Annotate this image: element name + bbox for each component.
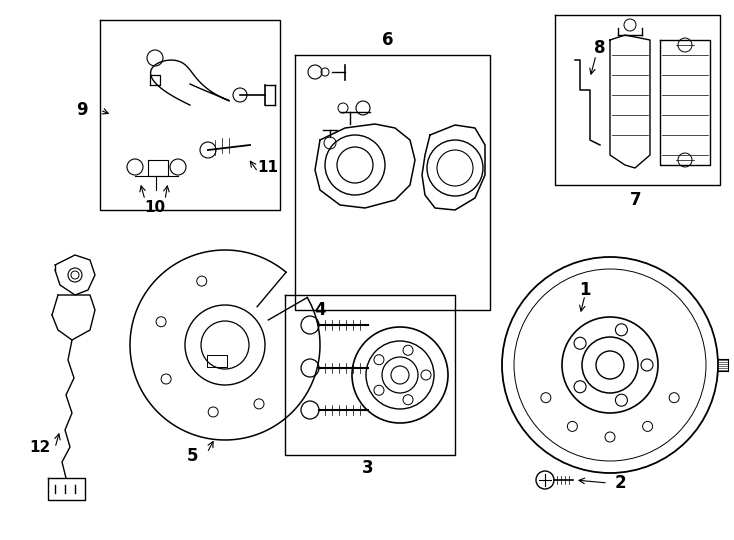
Text: 6: 6: [382, 31, 393, 49]
Text: 10: 10: [145, 200, 166, 215]
Text: 7: 7: [631, 191, 642, 209]
Text: 3: 3: [362, 459, 374, 477]
Text: 2: 2: [614, 474, 626, 492]
Text: 11: 11: [258, 160, 278, 176]
Text: 1: 1: [579, 281, 591, 299]
Text: 5: 5: [187, 447, 199, 465]
Text: 4: 4: [314, 301, 326, 319]
Text: 12: 12: [29, 441, 51, 456]
Text: 9: 9: [76, 101, 88, 119]
Text: 8: 8: [595, 39, 606, 57]
